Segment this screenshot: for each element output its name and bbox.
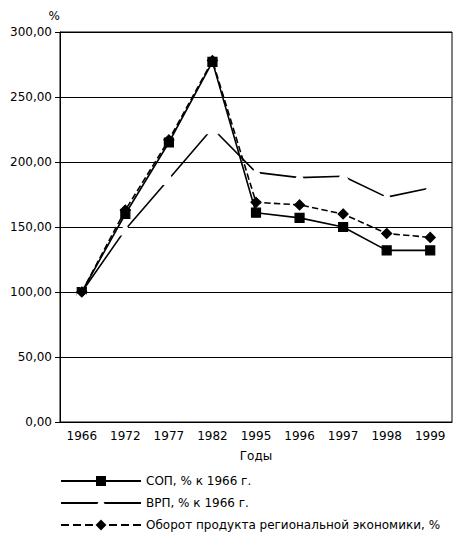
svg-text:150,00: 150,00: [10, 220, 52, 234]
svg-text:1998: 1998: [371, 429, 402, 443]
svg-text:0,00: 0,00: [25, 415, 52, 429]
svg-text:100,00: 100,00: [10, 285, 52, 299]
svg-text:50,00: 50,00: [18, 350, 52, 364]
svg-text:1997: 1997: [328, 429, 359, 443]
svg-text:1996: 1996: [284, 429, 315, 443]
svg-text:300,00: 300,00: [10, 25, 52, 39]
svg-text:1999: 1999: [415, 429, 446, 443]
svg-text:250,00: 250,00: [10, 90, 52, 104]
svg-text:%: %: [49, 9, 60, 23]
svg-text:Оборот продукта региональной э: Оборот продукта региональной экономики, …: [146, 518, 440, 532]
svg-text:200,00: 200,00: [10, 155, 52, 169]
svg-text:1995: 1995: [241, 429, 272, 443]
svg-text:ВРП, % к 1966 г.: ВРП, % к 1966 г.: [146, 496, 249, 510]
svg-text:1966: 1966: [67, 429, 98, 443]
svg-text:1982: 1982: [197, 429, 228, 443]
svg-text:СОП, % к 1966 г.: СОП, % к 1966 г.: [146, 474, 251, 488]
svg-text:1972: 1972: [110, 429, 141, 443]
svg-text:1977: 1977: [154, 429, 185, 443]
svg-text:Годы: Годы: [240, 449, 272, 463]
